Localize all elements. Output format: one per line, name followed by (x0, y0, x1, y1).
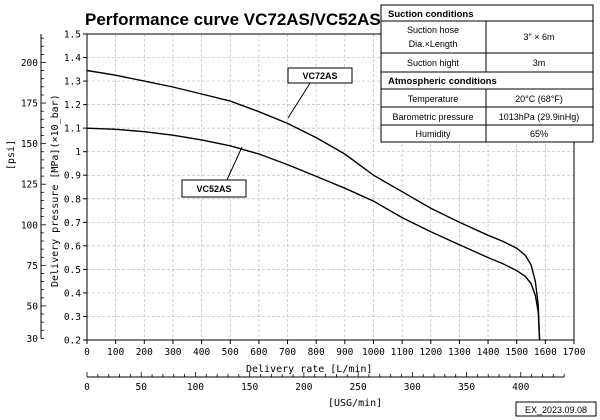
hose-label-1: Suction hose (407, 25, 459, 35)
y-tick-label: 1.5 (64, 30, 81, 41)
chart-title: Performance curve VC72AS/VC52AS (85, 10, 381, 29)
psi-tick-label: 125 (21, 180, 38, 191)
x-tick-label: 500 (222, 347, 239, 358)
conditions-table: Suction conditions Suction hose Dia.×Len… (380, 4, 594, 143)
usg-tick-label: 400 (512, 382, 529, 393)
hose-label-2: Dia.×Length (409, 39, 458, 49)
psi-tick-label: 150 (21, 139, 38, 150)
y-tick-label: 0.6 (64, 241, 81, 252)
barometric-value: 1013hPa (29.9inHg) (499, 112, 580, 122)
psi-tick-label: 75 (27, 261, 38, 272)
x-tick-label: 1500 (505, 347, 528, 358)
x-tick-label: 900 (336, 347, 353, 358)
y-tick-label: 0.9 (64, 171, 81, 182)
callout-vc72as: VC72AS (302, 71, 337, 81)
x-tick-label: 1200 (419, 347, 442, 358)
hose-value: 3" × 6m (524, 32, 555, 42)
y-tick-label: 0.3 (64, 312, 81, 323)
y-tick-label: 1.2 (64, 100, 81, 111)
y-axis-title: Delivery pressure [MPa](×10_bar) (50, 94, 61, 287)
secondary-y-axis: 30 50 75 100 125 150 175 200 (21, 34, 46, 345)
series-line-vc52as (86, 127, 541, 341)
y-axis-ticks: 0.2 0.3 0.4 0.5 0.6 0.7 0.8 0.9 1 1.1 1.2 1.3 1.4 1.5 (64, 30, 87, 347)
temperature-value: 20°C (68°F) (515, 94, 563, 104)
footer-stamp: EX_2023.09.08 (525, 405, 587, 415)
secondary-x-axis: 0 50 100 150 200 250 300 350 400 (84, 372, 565, 393)
x-tick-label: 800 (308, 347, 325, 358)
secondary-x-axis-title: [USG/min] (328, 398, 382, 409)
x-tick-label: 1000 (362, 347, 385, 358)
y-tick-label: 0.4 (64, 288, 81, 299)
plot-frame (86, 33, 575, 341)
x-tick-label: 1400 (477, 347, 500, 358)
x-tick-label: 700 (279, 347, 296, 358)
height-value: 3m (533, 58, 546, 68)
x-tick-label: 0 (84, 347, 90, 358)
usg-tick-label: 200 (295, 382, 312, 393)
x-tick-label: 1300 (448, 347, 471, 358)
atmospheric-conditions-header: Atmospheric conditions (388, 76, 497, 87)
humidity-label: Humidity (415, 129, 451, 139)
usg-tick-label: 300 (404, 382, 421, 393)
suction-conditions-header: Suction conditions (388, 9, 474, 20)
barometric-label: Barometric pressure (392, 112, 473, 122)
callout-leader-vc52as (225, 146, 243, 183)
y-tick-label: 0.2 (64, 336, 81, 347)
callout-leader-vc72as (287, 79, 313, 119)
y-tick-label: 1 (75, 147, 81, 158)
x-tick-label: 600 (250, 347, 267, 358)
x-tick-label: 1100 (391, 347, 414, 358)
x-tick-label: 300 (164, 347, 181, 358)
height-label: Suction hight (407, 58, 460, 68)
y-tick-label: 0.5 (64, 265, 81, 276)
usg-tick-label: 100 (187, 382, 204, 393)
y-tick-label: 1.3 (64, 77, 81, 88)
series-line-vc72as (86, 69, 541, 341)
x-tick-label: 200 (136, 347, 153, 358)
y-tick-label: 0.7 (64, 218, 81, 229)
callout-box-vc72as (287, 67, 353, 84)
x-tick-label: 1600 (534, 347, 557, 358)
x-tick-label: 1700 (563, 347, 586, 358)
callout-vc52as: VC52AS (196, 184, 231, 194)
psi-tick-label: 175 (21, 99, 38, 110)
series-lines (86, 69, 541, 341)
x-axis-ticks: 0 100 200 300 400 500 600 700 800 900 1000 1100 1200… (84, 340, 586, 358)
psi-tick-label: 100 (21, 220, 38, 231)
psi-tick-label: 30 (27, 334, 39, 345)
usg-tick-label: 350 (458, 382, 475, 393)
usg-tick-label: 250 (350, 382, 367, 393)
y-tick-label: 1.1 (64, 124, 81, 135)
x-tick-label: 400 (193, 347, 210, 358)
psi-tick-label: 200 (21, 58, 38, 69)
y-tick-label: 1.4 (64, 53, 81, 64)
humidity-value: 65% (530, 129, 548, 139)
usg-tick-label: 50 (135, 382, 147, 393)
secondary-y-axis-title: [psi] (6, 140, 17, 170)
callout-box-vc52as (181, 179, 247, 198)
x-tick-label: 100 (107, 347, 124, 358)
psi-tick-label: 50 (27, 301, 39, 312)
usg-tick-label: 150 (241, 382, 258, 393)
temperature-label: Temperature (408, 94, 459, 104)
footer-stamp-box (515, 401, 597, 417)
y-tick-label: 0.8 (64, 194, 81, 205)
usg-tick-label: 0 (84, 382, 90, 393)
x-axis-title: Delivery rate [L/min] (246, 364, 372, 375)
